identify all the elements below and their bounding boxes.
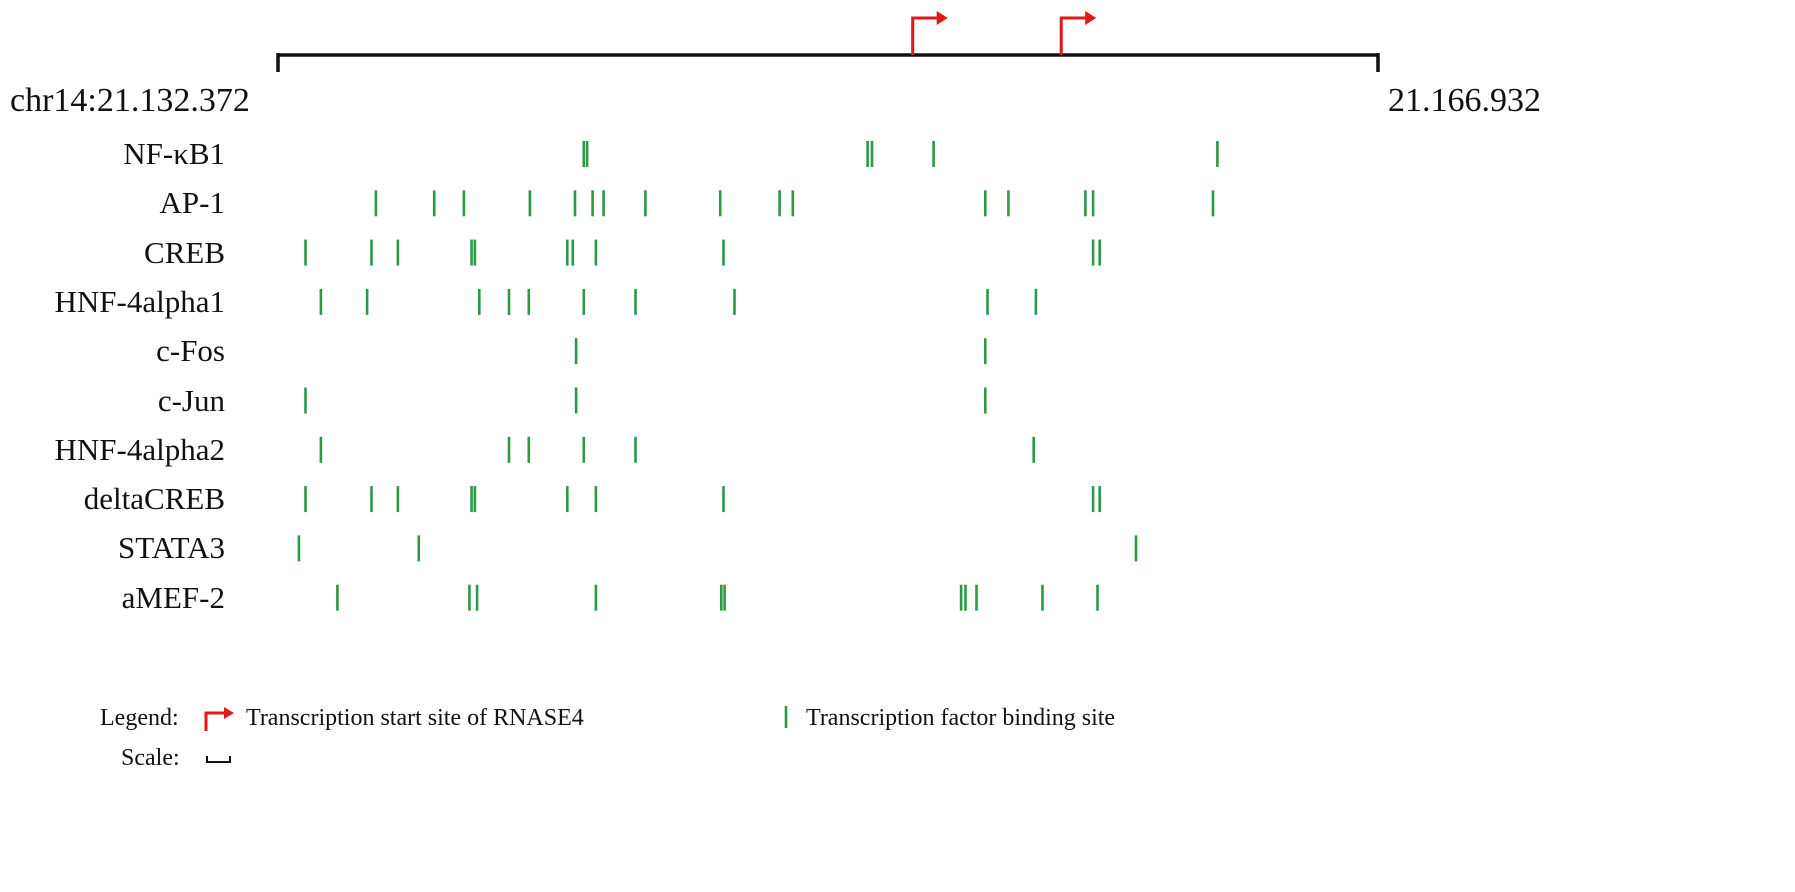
legend-tss-arrow-icon <box>204 707 234 731</box>
binding-sites-layer <box>297 141 1219 611</box>
factor-label: c-Jun <box>157 382 225 418</box>
tss-arrow-icon <box>911 11 948 55</box>
factor-label: HNF-4alpha1 <box>54 283 225 319</box>
legend-tss-label: Transcription start site of RNASE4 <box>246 705 584 731</box>
tss-layer <box>911 11 1097 55</box>
scale-label: Scale: <box>121 745 180 771</box>
legend-title: Legend: <box>100 705 179 731</box>
factor-label: AP-1 <box>159 185 225 221</box>
scale-bar-icon <box>206 756 231 763</box>
factor-label: aMEF-2 <box>121 579 225 615</box>
legend-tfbs-label: Transcription factor binding site <box>806 705 1116 731</box>
factor-label: deltaCREB <box>83 481 225 517</box>
end-coordinate: 21.166.932 <box>1388 82 1541 119</box>
start-coordinate: chr14:21.132.372 <box>10 82 250 119</box>
factor-label: STATA3 <box>118 530 225 566</box>
factor-label: c-Fos <box>156 333 225 369</box>
factor-label: CREB <box>144 234 225 270</box>
factor-label: NF-κB1 <box>123 136 225 171</box>
tss-arrow-icon <box>1059 11 1097 55</box>
factor-label: HNF-4alpha2 <box>54 431 225 467</box>
